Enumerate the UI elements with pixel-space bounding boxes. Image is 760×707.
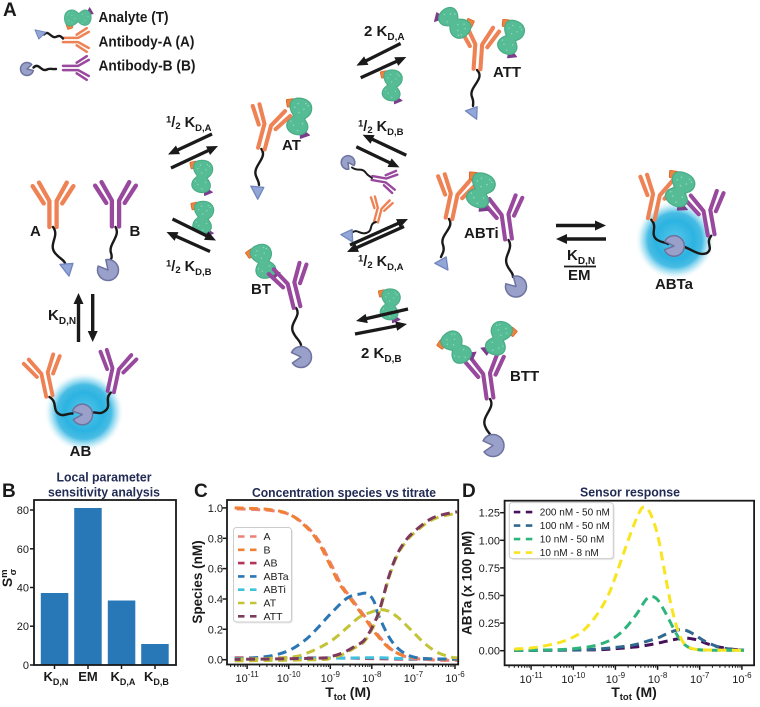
svg-text:10-6: 10-6 xyxy=(732,671,752,686)
svg-text:0.0: 0.0 xyxy=(208,655,223,667)
svg-text:20: 20 xyxy=(17,621,29,633)
svg-text:Antibody-A (A): Antibody-A (A) xyxy=(99,35,195,51)
svg-text:200 nM - 50 nM: 200 nM - 50 nM xyxy=(540,508,610,519)
svg-text:ABTi: ABTi xyxy=(264,584,286,596)
svg-text:Sensor response: Sensor response xyxy=(580,485,680,500)
svg-text:ABTa: ABTa xyxy=(655,276,694,293)
svg-text:10-8: 10-8 xyxy=(362,670,382,685)
svg-text:Ttot (M): Ttot (M) xyxy=(611,684,657,702)
svg-text:ATT: ATT xyxy=(493,64,521,81)
svg-text:10-9: 10-9 xyxy=(606,671,626,686)
svg-text:0: 0 xyxy=(23,660,29,672)
svg-text:10-10: 10-10 xyxy=(561,671,585,686)
svg-text:AB: AB xyxy=(264,558,278,570)
svg-text:10-7: 10-7 xyxy=(690,671,710,686)
svg-text:10-11: 10-11 xyxy=(235,670,259,685)
svg-text:AT: AT xyxy=(264,598,277,610)
svg-text:ABTa: ABTa xyxy=(264,571,289,583)
svg-text:BTT: BTT xyxy=(510,368,539,385)
svg-text:10-9: 10-9 xyxy=(321,670,341,685)
svg-text:KD,N: KD,N xyxy=(44,669,69,687)
svg-text:A: A xyxy=(30,223,41,240)
svg-text:100 nM - 50 nM: 100 nM - 50 nM xyxy=(540,521,610,532)
svg-text:A: A xyxy=(264,531,271,543)
svg-text:C: C xyxy=(194,481,208,502)
svg-text:1/2 KD,A: 1/2 KD,A xyxy=(358,254,404,274)
svg-text:A: A xyxy=(3,0,17,21)
svg-text:80: 80 xyxy=(17,505,29,517)
svg-text:KD,N: KD,N xyxy=(48,307,76,327)
svg-text:1.0: 1.0 xyxy=(208,503,223,515)
svg-text:Antibody-B (B): Antibody-B (B) xyxy=(99,59,196,75)
svg-text:10-7: 10-7 xyxy=(404,670,424,685)
svg-text:EM: EM xyxy=(568,267,591,284)
svg-text:AB: AB xyxy=(70,443,92,460)
svg-text:10 nM - 8 nM: 10 nM - 8 nM xyxy=(540,548,599,559)
svg-text:10-6: 10-6 xyxy=(445,670,465,685)
svg-text:B: B xyxy=(264,544,271,556)
svg-text:0.00: 0.00 xyxy=(479,646,500,658)
svg-text:EM: EM xyxy=(78,669,98,684)
svg-text:0.4: 0.4 xyxy=(208,594,223,606)
svg-text:10-8: 10-8 xyxy=(648,671,668,686)
svg-text:1/2 KD,B: 1/2 KD,B xyxy=(358,119,404,139)
svg-text:0.25: 0.25 xyxy=(479,618,500,630)
svg-text:ABTi: ABTi xyxy=(464,225,499,242)
svg-text:AT: AT xyxy=(282,137,301,154)
svg-text:0.50: 0.50 xyxy=(479,591,500,603)
svg-text:KD,B: KD,B xyxy=(144,669,169,687)
svg-text:10-10: 10-10 xyxy=(277,670,301,685)
svg-text:B: B xyxy=(2,481,16,502)
svg-text:ATT: ATT xyxy=(264,611,284,623)
svg-text:0.8: 0.8 xyxy=(208,533,223,545)
svg-text:BT: BT xyxy=(251,281,271,298)
svg-text:0.6: 0.6 xyxy=(208,564,223,576)
svg-text:sensitivity analysis: sensitivity analysis xyxy=(48,485,160,500)
svg-text:KD,N: KD,N xyxy=(567,247,595,267)
svg-text:10-11: 10-11 xyxy=(519,671,543,686)
svg-text:Ttot (M): Ttot (M) xyxy=(325,684,371,702)
svg-text:Species (nM): Species (nM) xyxy=(190,540,205,623)
svg-text:2 KD,A: 2 KD,A xyxy=(364,23,405,43)
svg-text:0.2: 0.2 xyxy=(208,624,223,636)
svg-text:0.75: 0.75 xyxy=(479,563,500,575)
svg-text:KD,A: KD,A xyxy=(111,669,136,687)
svg-text:Analyte (T): Analyte (T) xyxy=(99,10,169,26)
svg-text:ABTa (x 100 pM): ABTa (x 100 pM) xyxy=(460,531,475,635)
svg-text:1.00: 1.00 xyxy=(479,535,500,547)
svg-text:B: B xyxy=(130,223,141,240)
svg-text:1/2 KD,A: 1/2 KD,A xyxy=(166,115,212,135)
svg-text:Concentration species vs titra: Concentration species vs titrate xyxy=(252,485,436,500)
svg-text:D: D xyxy=(462,481,476,502)
svg-text:Local parameter: Local parameter xyxy=(57,470,152,485)
svg-text:2 KD,B: 2 KD,B xyxy=(361,345,402,365)
svg-text:10 nM - 50 nM: 10 nM - 50 nM xyxy=(540,535,604,546)
svg-text:60: 60 xyxy=(17,544,29,556)
svg-text:40: 40 xyxy=(17,583,29,595)
svg-text:1/2 KD,B: 1/2 KD,B xyxy=(166,259,212,279)
svg-text:1.25: 1.25 xyxy=(479,508,500,520)
svg-text:Smσ: Smσ xyxy=(0,568,19,587)
